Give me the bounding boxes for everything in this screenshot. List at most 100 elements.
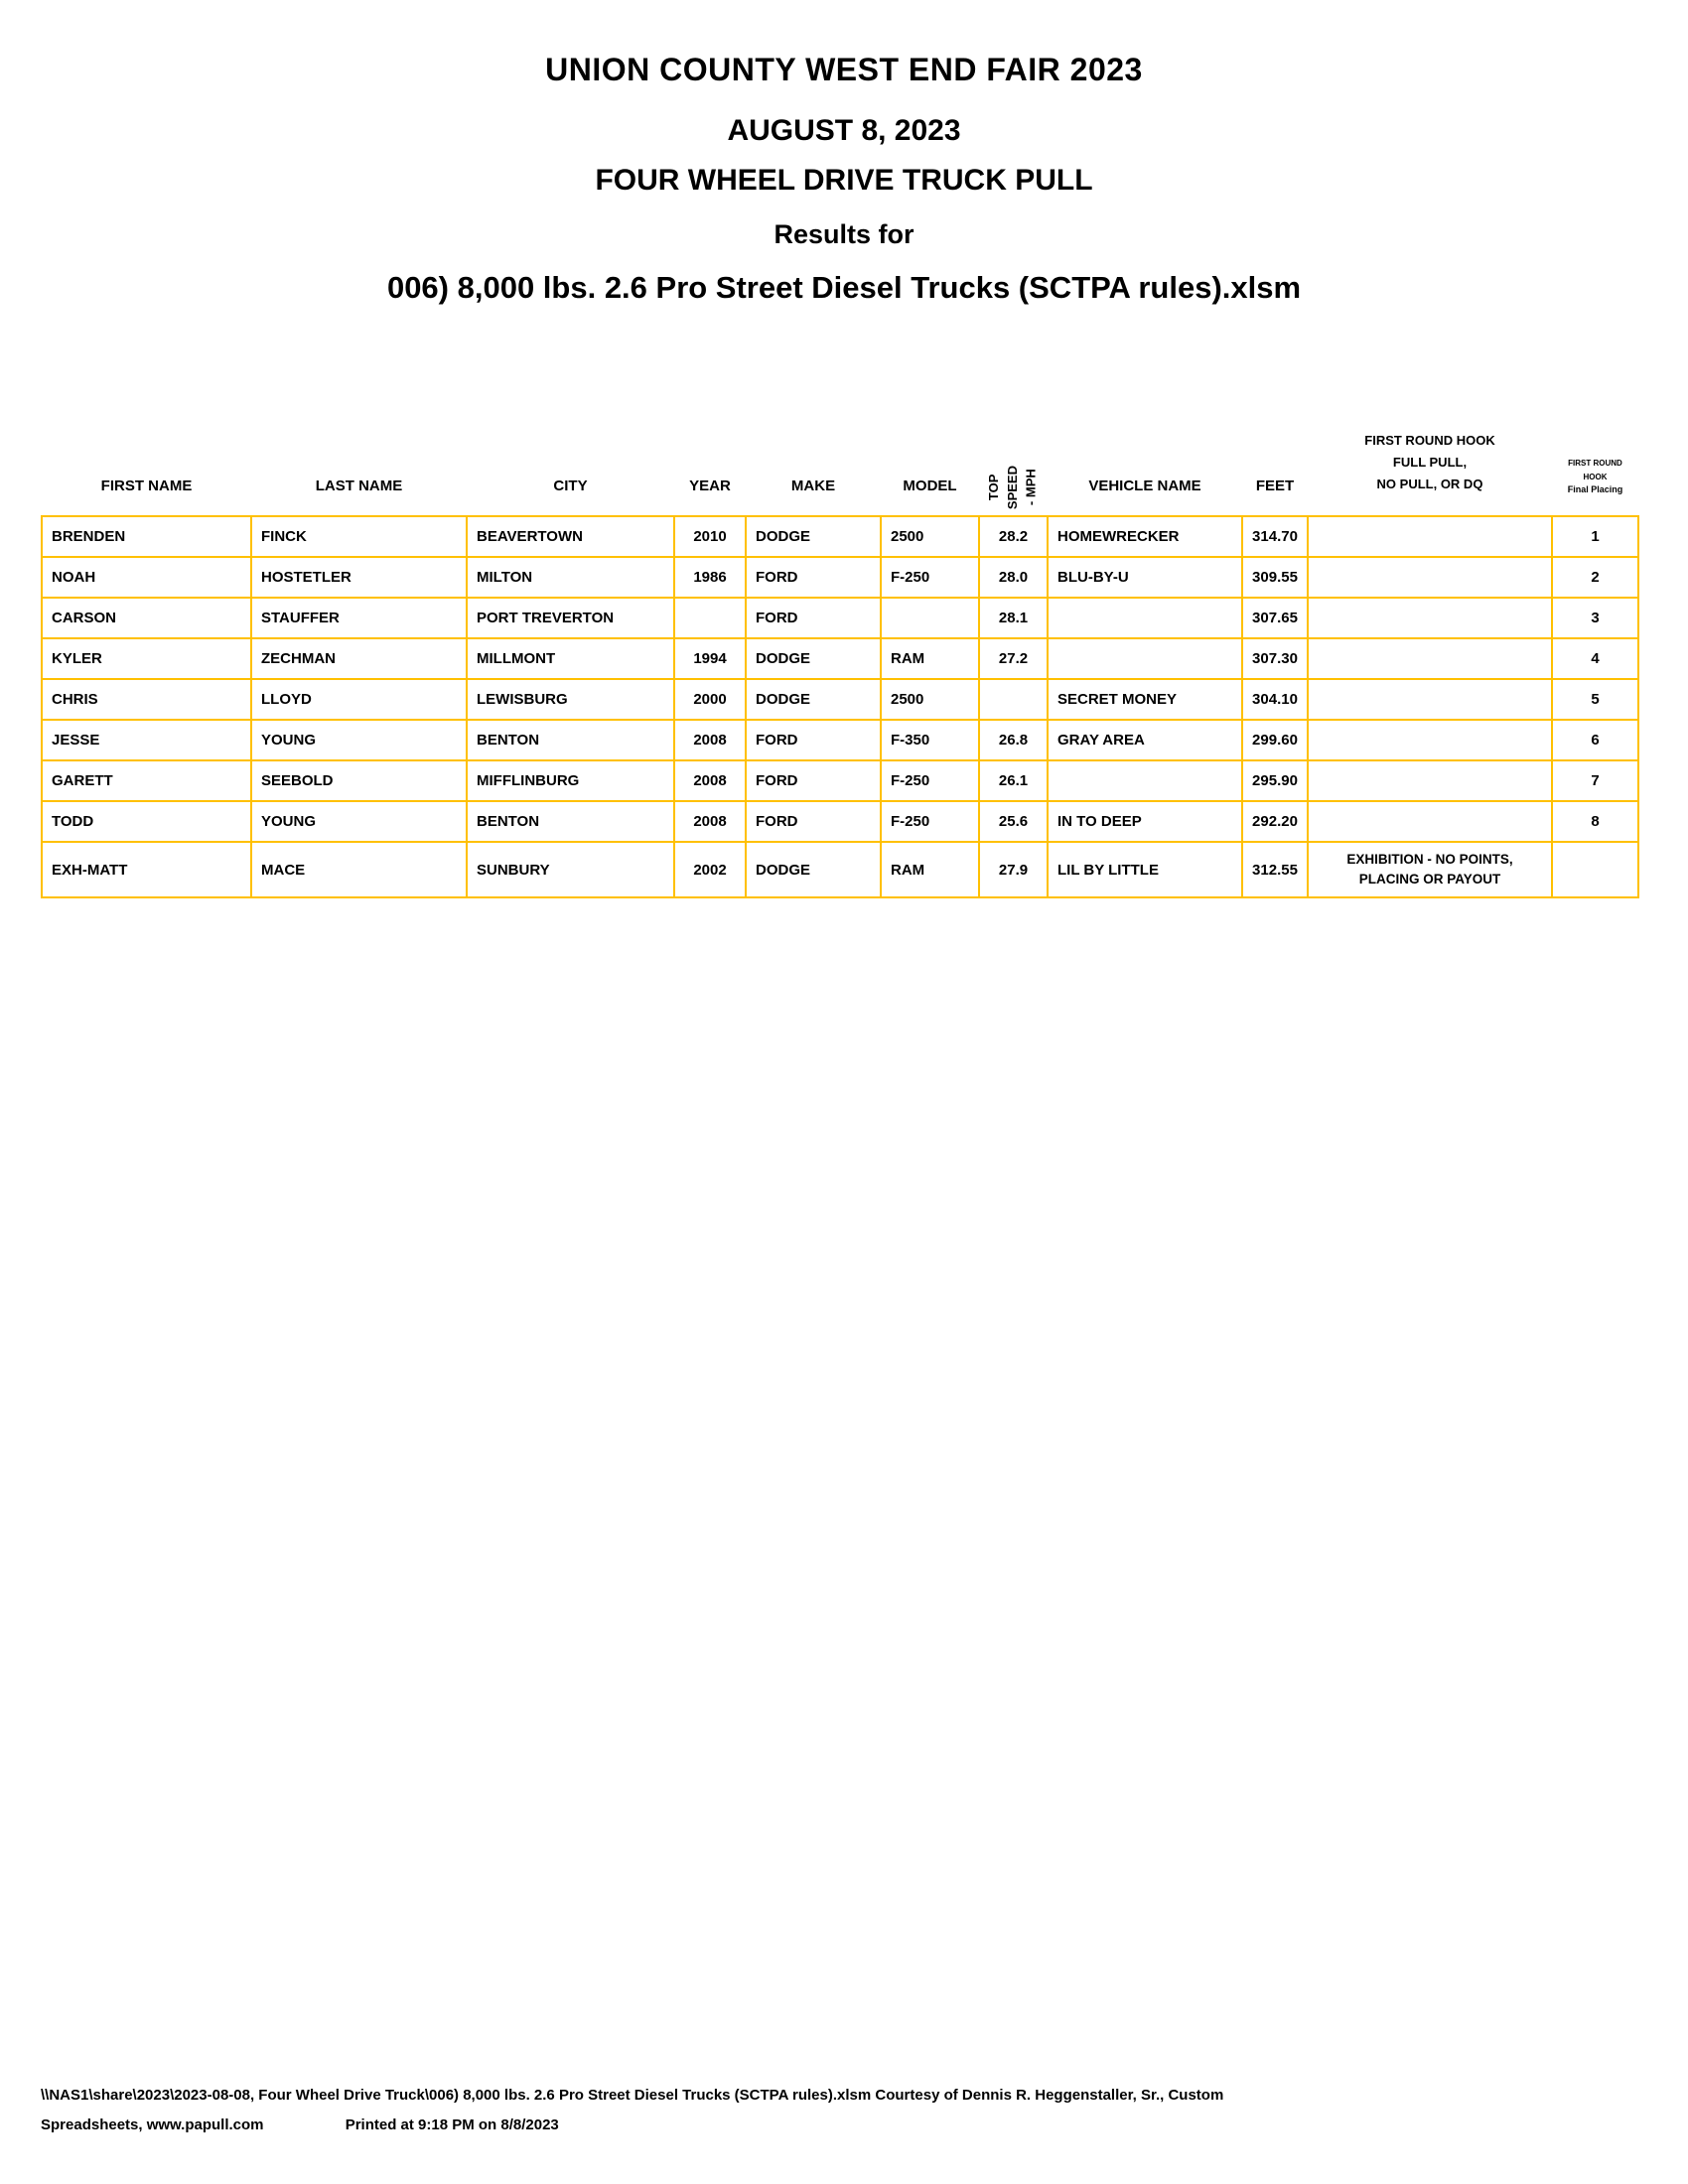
cell-placing: 4 [1551,637,1639,680]
cell-last-name: ZECHMAN [250,637,468,680]
col-header-last-name: LAST NAME [315,478,403,494]
cell-model: F-350 [880,719,980,761]
cell-hook [1307,556,1553,599]
cell-vehicle-name [1047,597,1243,639]
cell-model: RAM [880,637,980,680]
cell-top-speed: 26.1 [978,759,1049,802]
cell-make: FORD [745,759,882,802]
cell-top-speed: 27.2 [978,637,1049,680]
col-header-model: MODEL [903,478,957,494]
cell-vehicle-name [1047,759,1243,802]
first-round-hook-label: FIRST ROUND HOOK FULL PULL, NO PULL, OR … [1364,432,1495,491]
table-row: BRENDEN FINCK BEAVERTOWN 2010 DODGE 2500 28.2 H… [41,515,1639,558]
cell-city: BENTON [466,719,675,761]
cell-last-name: HOSTETLER [250,556,468,599]
cell-year: 1986 [673,556,747,599]
cell-placing: 7 [1551,759,1639,802]
table-row: KYLER ZECHMAN MILLMONT 1994 DODGE RAM 27.2 307.… [41,637,1639,680]
report-footer: \\NAS1\share\2023\2023-08-08, Four Wheel… [41,2081,1649,2140]
cell-hook [1307,515,1553,558]
cell-top-speed: 25.6 [978,800,1049,843]
col-header-year: YEAR [689,478,731,494]
cell-hook [1307,719,1553,761]
cell-hook [1307,800,1553,843]
final-placing-label-top: FIRST ROUND HOOK [1568,459,1622,481]
cell-city: PORT TREVERTON [466,597,675,639]
cell-placing: 1 [1551,515,1639,558]
footer-printed-timestamp: Printed at 9:18 PM on 8/8/2023 [345,2116,559,2133]
results-for-label: Results for [774,219,914,249]
cell-hook [1307,597,1553,639]
col-header-final-placing: FIRST ROUND HOOK Final Placing [1552,417,1638,516]
cell-make: DODGE [745,678,882,721]
cell-feet: 304.10 [1241,678,1309,721]
final-placing-label-bottom: Final Placing [1567,484,1623,495]
cell-year [673,597,747,639]
top-speed-vertical-label: TOP SPEED - MPH [986,465,1039,509]
cell-year: 2008 [673,800,747,843]
cell-make: DODGE [745,637,882,680]
cell-placing [1551,841,1639,898]
results-table: FIRST NAME LAST NAME CITY YEAR MAKE MODE… [41,417,1639,898]
col-header-first-name: FIRST NAME [100,478,193,494]
cell-last-name: YOUNG [250,719,468,761]
cell-feet: 309.55 [1241,556,1309,599]
cell-top-speed: 28.0 [978,556,1049,599]
cell-first-name: KYLER [41,637,252,680]
cell-first-name: TODD [41,800,252,843]
cell-hook [1307,637,1553,680]
cell-model [880,597,980,639]
header-row: FIRST NAME LAST NAME CITY YEAR MAKE MODE… [42,417,1638,516]
cell-first-name: JESSE [41,719,252,761]
fair-title: UNION COUNTY WEST END FAIR 2023 [545,52,1143,87]
cell-make: FORD [745,597,882,639]
cell-hook [1307,678,1553,721]
cell-vehicle-name: SECRET MONEY [1047,678,1243,721]
results-table-header: FIRST NAME LAST NAME CITY YEAR MAKE MODE… [42,417,1638,516]
cell-city: MILLMONT [466,637,675,680]
cell-vehicle-name: HOMEWRECKER [1047,515,1243,558]
cell-year: 2010 [673,515,747,558]
cell-placing: 5 [1551,678,1639,721]
cell-feet: 312.55 [1241,841,1309,898]
col-header-first-round-hook: FIRST ROUND HOOK FULL PULL, NO PULL, OR … [1308,417,1552,516]
cell-year: 2002 [673,841,747,898]
cell-feet: 314.70 [1241,515,1309,558]
cell-last-name: SEEBOLD [250,759,468,802]
table-row: TODD YOUNG BENTON 2008 FORD F-250 25.6 IN TO DE… [41,800,1639,843]
footer-spreadsheets-label: Spreadsheets, www.papull.com [41,2116,264,2133]
cell-vehicle-name: GRAY AREA [1047,719,1243,761]
cell-model: F-250 [880,759,980,802]
cell-make: FORD [745,556,882,599]
col-header-city: CITY [553,478,588,494]
cell-vehicle-name [1047,637,1243,680]
cell-last-name: FINCK [250,515,468,558]
cell-first-name: CARSON [41,597,252,639]
cell-feet: 299.60 [1241,719,1309,761]
cell-vehicle-name: IN TO DEEP [1047,800,1243,843]
cell-vehicle-name: BLU-BY-U [1047,556,1243,599]
cell-feet: 307.65 [1241,597,1309,639]
cell-make: FORD [745,719,882,761]
report-header: UNION COUNTY WEST END FAIR 2023 AUGUST 8… [0,0,1688,306]
footer-second-line: Spreadsheets, www.papull.com Printed at … [41,2111,1649,2140]
cell-top-speed: 28.2 [978,515,1049,558]
cell-first-name: BRENDEN [41,515,252,558]
cell-placing: 8 [1551,800,1639,843]
col-header-make: MAKE [790,478,836,494]
cell-last-name: STAUFFER [250,597,468,639]
table-row: CARSON STAUFFER PORT TREVERTON FORD 28.1 307.… [41,597,1639,639]
event-name: FOUR WHEEL DRIVE TRUCK PULL [595,164,1093,197]
cell-model: 2500 [880,515,980,558]
cell-model: F-250 [880,800,980,843]
col-header-vehicle-name: VEHICLE NAME [1088,478,1201,494]
cell-year: 2008 [673,759,747,802]
cell-year: 2000 [673,678,747,721]
cell-vehicle-name: LIL BY LITTLE [1047,841,1243,898]
cell-hook: EXHIBITION - NO POINTS, PLACING OR PAYOU… [1307,841,1553,898]
event-date: AUGUST 8, 2023 [727,114,961,147]
cell-first-name: GARETT [41,759,252,802]
table-row: CHRIS LLOYD LEWISBURG 2000 DODGE 2500 SECRET M… [41,678,1639,721]
col-header-feet: FEET [1255,478,1295,494]
